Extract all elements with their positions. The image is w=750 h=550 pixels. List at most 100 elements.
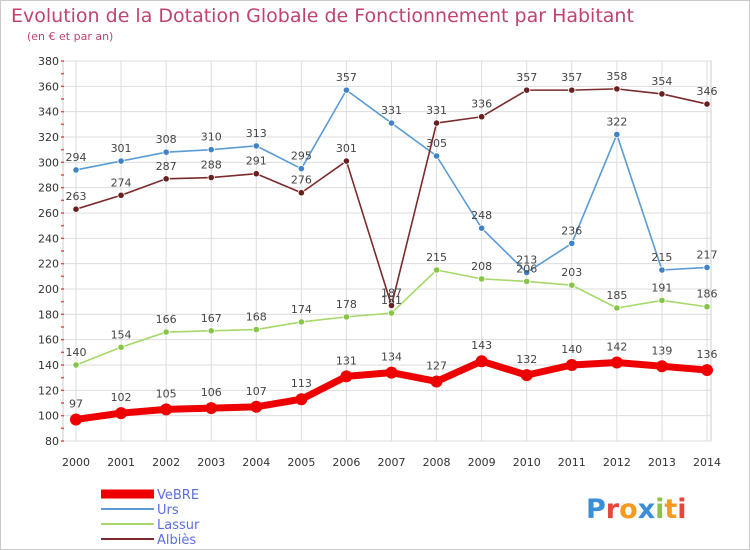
y-tick-label: 100 (38, 410, 59, 423)
x-tick-label: 2001 (107, 456, 135, 469)
y-tick-label: 220 (38, 258, 59, 271)
data-label-albi-s: 358 (606, 70, 627, 83)
data-point-vebre (115, 407, 128, 420)
data-label-lassur: 140 (66, 346, 87, 359)
data-point-urs (72, 166, 80, 174)
data-label-urs: 213 (516, 254, 537, 267)
data-point-vebre (205, 402, 218, 415)
data-point-vebre (385, 366, 398, 379)
data-point-lassur (342, 313, 351, 321)
data-label-urs: 295 (291, 150, 312, 163)
data-point-vebre (430, 375, 443, 388)
data-point-urs (568, 239, 576, 247)
y-tick-label: 240 (38, 232, 59, 245)
data-point-urs (703, 263, 711, 272)
legend-label: Lassur (157, 518, 200, 533)
data-point-lassur (703, 303, 711, 311)
data-label-vebre: 131 (336, 354, 357, 367)
data-label-vebre: 139 (651, 344, 672, 357)
data-label-lassur: 174 (291, 303, 312, 316)
data-label-lassur: 215 (426, 251, 447, 264)
data-point-lassur (478, 275, 486, 283)
data-point-lassur (297, 318, 305, 326)
data-point-albi-s (658, 90, 666, 98)
data-point-lassur (568, 281, 576, 289)
data-label-albi-s: 301 (336, 142, 357, 155)
y-tick-label: 280 (38, 182, 59, 195)
data-label-lassur: 166 (156, 313, 177, 326)
data-label-lassur: 167 (201, 312, 222, 325)
data-label-lassur: 203 (561, 266, 582, 279)
data-label-vebre: 134 (381, 351, 402, 364)
data-label-lassur: 186 (697, 288, 718, 301)
data-point-urs (342, 86, 351, 94)
data-point-urs (387, 119, 396, 127)
data-point-urs (162, 148, 170, 156)
data-label-lassur: 181 (381, 294, 402, 307)
data-point-vebre (70, 413, 82, 426)
data-label-lassur: 185 (606, 289, 627, 302)
x-tick-label: 2004 (242, 456, 270, 469)
data-point-vebre (701, 364, 713, 377)
data-point-urs (613, 130, 621, 139)
proxiti-logo: Proxiti (586, 494, 687, 525)
data-label-urs: 357 (336, 71, 357, 84)
data-point-lassur (117, 343, 125, 351)
data-point-vebre (655, 360, 668, 373)
data-point-urs (658, 266, 666, 274)
data-label-urs: 301 (111, 142, 132, 155)
data-label-vebre: 107 (246, 385, 267, 398)
data-point-lassur (613, 304, 621, 312)
data-label-albi-s: 354 (651, 75, 672, 88)
data-label-albi-s: 357 (561, 71, 582, 84)
data-label-albi-s: 291 (246, 155, 267, 168)
data-label-vebre: 142 (606, 340, 627, 353)
data-label-urs: 294 (66, 151, 87, 164)
data-label-albi-s: 346 (697, 85, 718, 98)
data-point-vebre (520, 369, 533, 382)
y-tick-label: 200 (38, 283, 59, 296)
data-label-urs: 217 (697, 248, 718, 261)
chart-subtitle: (en € et par an) (27, 30, 114, 43)
series-layer: 294 301 308 310 313 295 357 331 305 248 213 236 322 2… (66, 70, 718, 426)
logo-text: Proxiti (586, 494, 687, 525)
y-tick-label: 80 (45, 435, 59, 448)
data-label-urs: 215 (651, 251, 672, 264)
legend-label: Albiès (157, 533, 196, 548)
data-label-urs: 236 (561, 224, 582, 237)
data-label-vebre: 106 (201, 386, 222, 399)
data-label-albi-s: 336 (471, 98, 492, 111)
x-tick-label: 2007 (378, 456, 406, 469)
data-point-albi-s (703, 100, 711, 108)
x-tick-label: 2002 (152, 456, 180, 469)
data-point-vebre (160, 403, 173, 416)
data-label-albi-s: 357 (516, 71, 537, 84)
x-tick-label: 2014 (693, 456, 721, 469)
x-tick-label: 2003 (197, 456, 225, 469)
data-label-urs: 310 (201, 131, 222, 144)
data-point-urs (432, 152, 441, 160)
data-label-urs: 308 (156, 133, 177, 146)
y-tick-label: 380 (38, 55, 59, 68)
data-point-lassur (432, 266, 441, 274)
data-label-vebre: 113 (291, 377, 312, 390)
data-label-vebre: 97 (69, 397, 83, 410)
data-label-albi-s: 331 (426, 104, 447, 117)
data-label-vebre: 136 (697, 348, 718, 361)
data-label-albi-s: 288 (201, 159, 222, 172)
x-tick-label: 2006 (332, 456, 360, 469)
y-tick-label: 160 (38, 334, 59, 347)
y-tick-label: 320 (38, 131, 59, 144)
data-label-vebre: 140 (561, 343, 582, 356)
data-label-albi-s: 187 (381, 286, 402, 299)
data-point-albi-s (252, 170, 260, 178)
data-point-albi-s (72, 205, 80, 213)
x-tick-label: 2010 (513, 456, 541, 469)
x-tick-label: 2013 (648, 456, 676, 469)
data-label-albi-s: 276 (291, 174, 312, 187)
data-point-urs (252, 142, 260, 150)
legend-label: Urs (157, 503, 179, 518)
grid (62, 60, 712, 442)
data-point-urs (523, 268, 531, 277)
